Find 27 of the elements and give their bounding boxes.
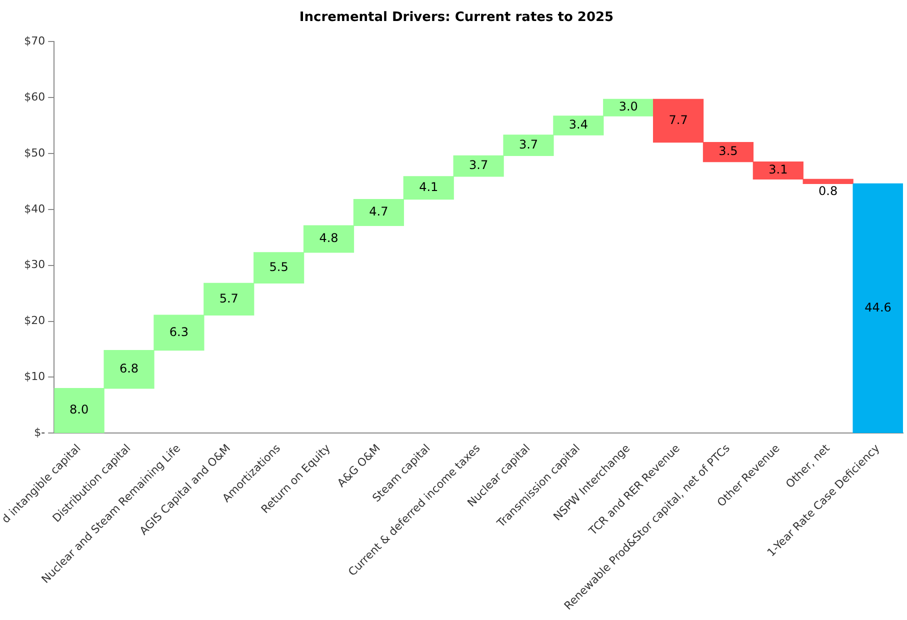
y-tick-label: $40 (24, 202, 46, 216)
data-label: 3.7 (469, 158, 488, 172)
bar (852, 183, 903, 433)
y-tick-label: $10 (24, 370, 46, 384)
chart-title: Incremental Drivers: Current rates to 2025 (299, 10, 614, 26)
y-tick-label: $70 (24, 34, 46, 48)
data-label: 3.7 (518, 137, 538, 152)
data-label: 4.7 (369, 204, 388, 219)
data-label: 5.7 (219, 291, 238, 306)
y-tick-label: $- (34, 426, 46, 439)
data-label: 7.7 (668, 112, 688, 127)
data-label: 44.6 (864, 300, 892, 314)
data-label: 3.4 (568, 118, 588, 132)
data-label: 6.8 (119, 361, 139, 376)
y-tick-label: $30 (24, 258, 46, 272)
data-label: 4.8 (319, 231, 338, 246)
data-label: 3.1 (768, 162, 788, 177)
y-tick-label: $20 (24, 314, 46, 328)
y-tick-label: $50 (24, 146, 46, 160)
data-label: 4.1 (419, 180, 438, 194)
data-label: 0.8 (818, 184, 838, 198)
data-label: 5.5 (269, 260, 288, 274)
data-label: 8.0 (70, 402, 89, 417)
y-tick-label: $60 (24, 90, 46, 104)
data-label: 3.0 (618, 100, 638, 114)
data-label: 3.5 (718, 144, 738, 158)
data-label: 6.3 (169, 324, 188, 339)
